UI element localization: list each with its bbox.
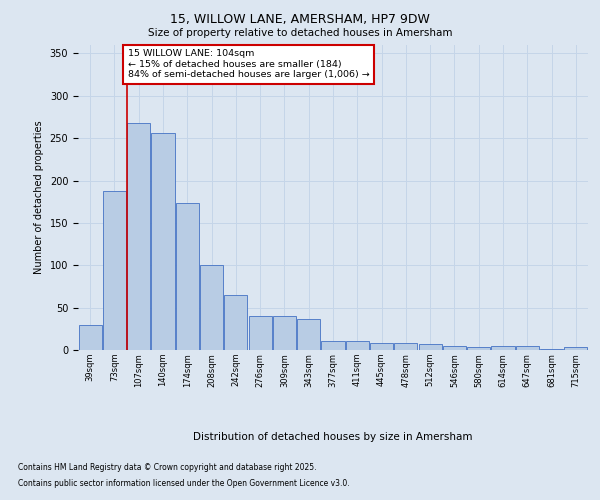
- Text: Distribution of detached houses by size in Amersham: Distribution of detached houses by size …: [193, 432, 473, 442]
- Text: Size of property relative to detached houses in Amersham: Size of property relative to detached ho…: [148, 28, 452, 38]
- Text: 15, WILLOW LANE, AMERSHAM, HP7 9DW: 15, WILLOW LANE, AMERSHAM, HP7 9DW: [170, 12, 430, 26]
- Bar: [443, 346, 466, 350]
- Bar: [248, 316, 272, 350]
- Bar: [297, 318, 320, 350]
- Bar: [394, 343, 418, 350]
- Bar: [224, 295, 247, 350]
- Bar: [322, 340, 344, 350]
- Text: Contains public sector information licensed under the Open Government Licence v3: Contains public sector information licen…: [18, 478, 350, 488]
- Bar: [103, 190, 126, 350]
- Bar: [200, 266, 223, 350]
- Bar: [516, 346, 539, 350]
- Bar: [127, 123, 150, 350]
- Bar: [346, 340, 369, 350]
- Bar: [540, 349, 563, 350]
- Y-axis label: Number of detached properties: Number of detached properties: [34, 120, 44, 274]
- Bar: [370, 343, 393, 350]
- Bar: [467, 346, 490, 350]
- Bar: [419, 344, 442, 350]
- Bar: [491, 346, 515, 350]
- Text: Contains HM Land Registry data © Crown copyright and database right 2025.: Contains HM Land Registry data © Crown c…: [18, 464, 317, 472]
- Text: 15 WILLOW LANE: 104sqm
← 15% of detached houses are smaller (184)
84% of semi-de: 15 WILLOW LANE: 104sqm ← 15% of detached…: [128, 49, 370, 79]
- Bar: [176, 202, 199, 350]
- Bar: [273, 316, 296, 350]
- Bar: [79, 324, 101, 350]
- Bar: [565, 348, 587, 350]
- Bar: [151, 133, 175, 350]
